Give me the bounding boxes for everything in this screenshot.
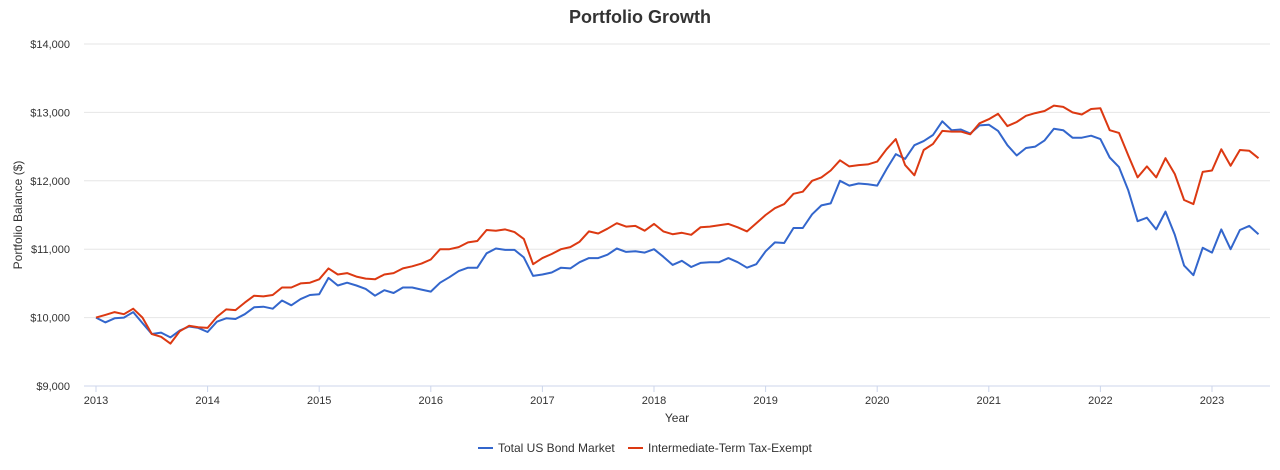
- y-tick-label: $14,000: [30, 39, 70, 51]
- x-tick-label: 2021: [977, 395, 1001, 407]
- legend-label: Intermediate-Term Tax-Exempt: [648, 441, 813, 455]
- x-tick-label: 2014: [195, 395, 219, 407]
- x-tick-label: 2017: [530, 395, 554, 407]
- x-tick-label: 2022: [1088, 395, 1112, 407]
- legend-label: Total US Bond Market: [498, 441, 615, 455]
- x-axis-label: Year: [665, 411, 689, 425]
- x-tick-label: 2018: [642, 395, 666, 407]
- series-line-total-us-bond-market: [95, 120, 1260, 339]
- x-tick-label: 2020: [865, 395, 889, 407]
- x-tick-label: 2013: [84, 395, 108, 407]
- x-tick-label: 2015: [307, 395, 331, 407]
- x-tick-label: 2023: [1200, 395, 1224, 407]
- legend: Total US Bond Market Intermediate-Term Ta…: [478, 441, 813, 455]
- legend-item[interactable]: Total US Bond Market: [478, 441, 615, 455]
- x-tick-label: 2016: [419, 395, 443, 407]
- y-tick-label: $9,000: [36, 381, 70, 393]
- y-tick-label: $10,000: [30, 313, 70, 325]
- series-line-intermediate-term-tax-exempt: [95, 104, 1260, 345]
- y-tick-label: $11,000: [31, 244, 70, 256]
- chart-title: Portfolio Growth: [569, 7, 711, 27]
- y-tick-label: $12,000: [30, 176, 70, 188]
- x-tick-label: 2019: [753, 395, 777, 407]
- y-tick-label: $13,000: [30, 107, 70, 119]
- y-axis-label: Portfolio Balance ($): [11, 161, 25, 270]
- legend-item[interactable]: Intermediate-Term Tax-Exempt: [628, 441, 813, 455]
